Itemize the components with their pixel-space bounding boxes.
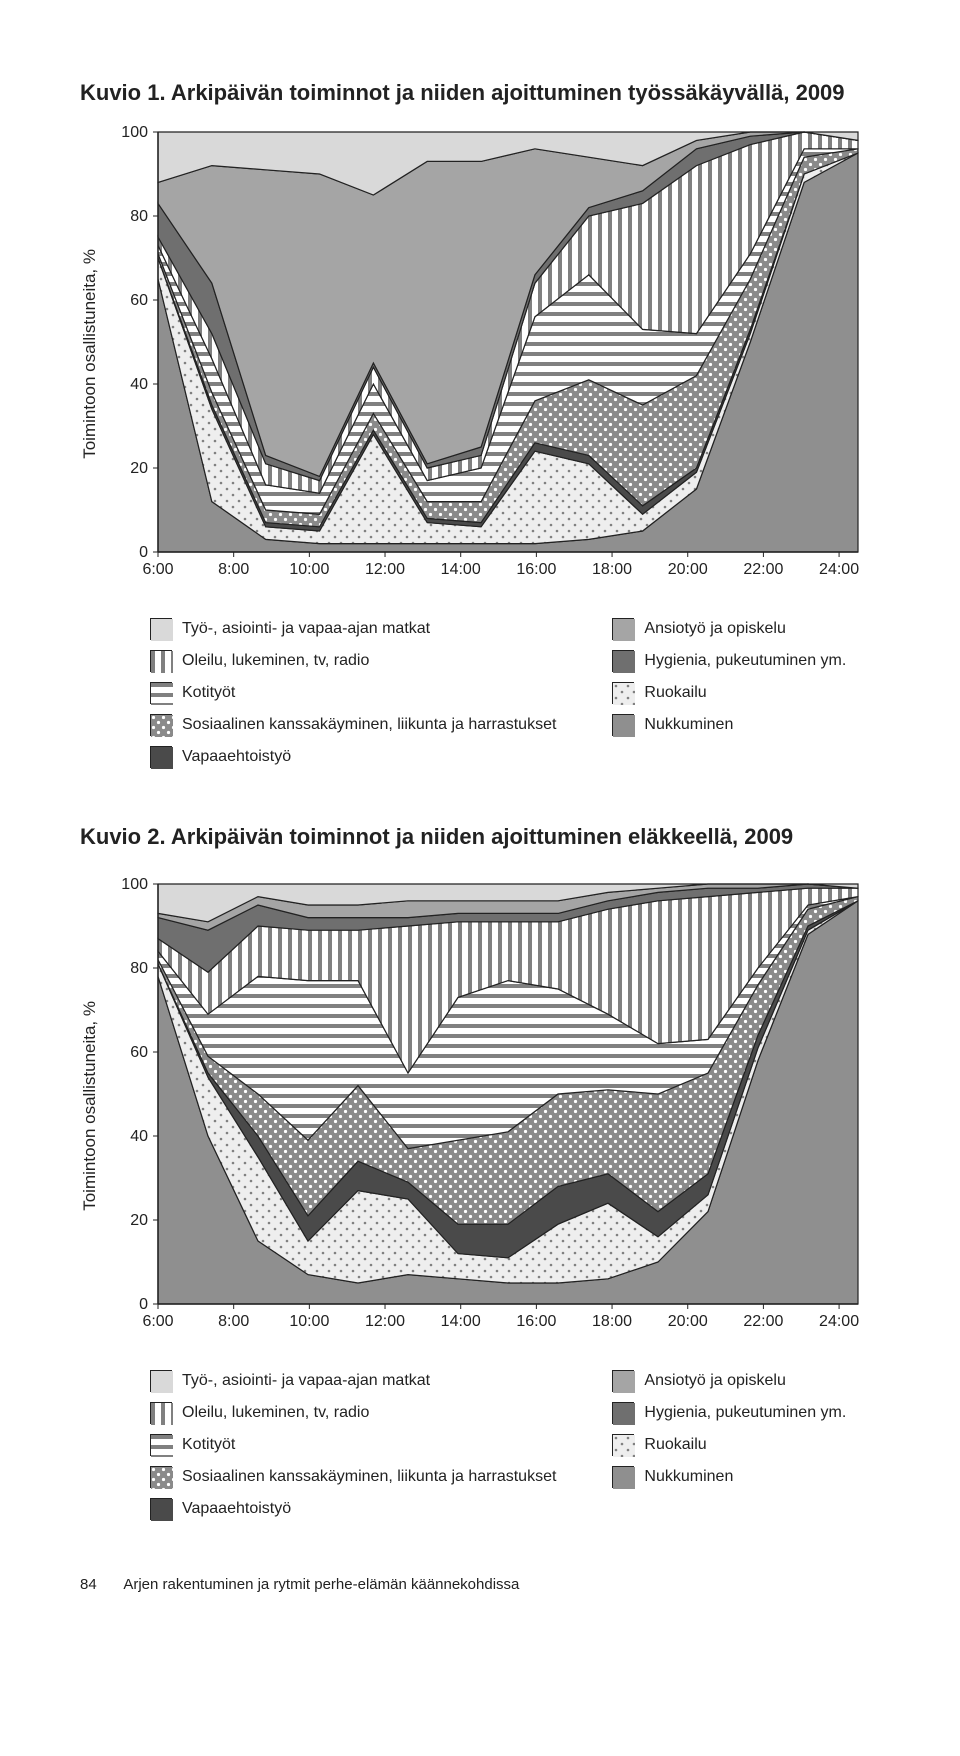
ytick-label: 100 — [121, 124, 148, 141]
chart2: 0 20 40 60 80 100 6:00 8:00 10:00 12:00 14:00 16:00… — [110, 874, 864, 1338]
legend-label: Kotityöt — [182, 684, 235, 702]
legend-swatch-sosiaalinen — [150, 1466, 172, 1488]
xtick-label: 14:00 — [441, 1313, 481, 1330]
legend-item-ruokailu: Ruokailu — [612, 682, 846, 704]
xtick-label: 14:00 — [441, 561, 481, 578]
legend-item-kotityot: Kotityöt — [150, 1434, 556, 1456]
legend-swatch-hygienia — [612, 1402, 634, 1424]
xtick-label: 8:00 — [218, 561, 249, 578]
legend-label: Hygienia, pukeutuminen ym. — [644, 652, 846, 670]
legend-item-kotityot: Kotityöt — [150, 682, 556, 704]
xtick-label: 12:00 — [365, 1313, 405, 1330]
legend-swatch-tyomatkat — [150, 1370, 172, 1392]
legend-swatch-ruokailu — [612, 682, 634, 704]
ytick-label: 60 — [130, 292, 148, 309]
ytick-label: 40 — [130, 376, 148, 393]
legend-item-ansiotyo: Ansiotyö ja opiskelu — [612, 618, 846, 640]
legend-label: Sosiaalinen kanssakäyminen, liikunta ja … — [182, 716, 556, 734]
legend-item-vapaaehtoistyo: Vapaaehtoistyö — [150, 1498, 556, 1520]
legend-item-nukkuminen: Nukkuminen — [612, 1466, 846, 1488]
legend-swatch-vapaaehtoistyo — [150, 1498, 172, 1520]
ytick-label: 20 — [130, 460, 148, 477]
xtick-label: 18:00 — [592, 1313, 632, 1330]
legend-item-oleilu: Oleilu, lukeminen, tv, radio — [150, 650, 556, 672]
footer-text: Arjen rakentuminen ja rytmit perhe-elämä… — [123, 1576, 519, 1593]
ytick-label: 40 — [130, 1128, 148, 1145]
legend-label: Nukkuminen — [644, 716, 733, 734]
legend-item-nukkuminen: Nukkuminen — [612, 714, 846, 736]
chart2-legend: Työ-, asiointi- ja vapaa-ajan matkat Olei… — [150, 1370, 880, 1520]
chart2-wrap: Toimintoon osallistuneita, % 0 20 40 60 80 10… — [80, 874, 880, 1338]
ytick-label: 20 — [130, 1212, 148, 1229]
ytick-label: 100 — [121, 876, 148, 893]
legend-swatch-ansiotyo — [612, 618, 634, 640]
chart1-wrap: Toimintoon osallistuneita, % 0 20 40 60 80 10… — [80, 122, 880, 586]
legend-item-ruokailu: Ruokailu — [612, 1434, 846, 1456]
legend-swatch-oleilu — [150, 650, 172, 672]
legend-label: Ruokailu — [644, 684, 706, 702]
legend-swatch-sosiaalinen — [150, 714, 172, 736]
legend-swatch-kotityot — [150, 682, 172, 704]
legend-label: Ansiotyö ja opiskelu — [644, 1372, 785, 1390]
chart1-ylabel: Toimintoon osallistuneita, % — [80, 249, 100, 459]
xtick-label: 18:00 — [592, 561, 632, 578]
legend-label: Vapaaehtoistyö — [182, 1500, 291, 1518]
legend-label: Hygienia, pukeutuminen ym. — [644, 1404, 846, 1422]
legend-label: Nukkuminen — [644, 1468, 733, 1486]
chart1: 0 20 40 60 80 100 6:00 8:00 10:00 12:00 14:00 16:00… — [110, 122, 864, 586]
xtick-label: 12:00 — [365, 561, 405, 578]
ytick-label: 0 — [139, 544, 148, 561]
xtick-label: 16:00 — [516, 561, 556, 578]
legend-item-vapaaehtoistyo: Vapaaehtoistyö — [150, 746, 556, 768]
xtick-label: 8:00 — [218, 1313, 249, 1330]
legend-item-sosiaalinen: Sosiaalinen kanssakäyminen, liikunta ja … — [150, 714, 556, 736]
legend-swatch-hygienia — [612, 650, 634, 672]
legend-label: Vapaaehtoistyö — [182, 748, 291, 766]
legend-item-hygienia: Hygienia, pukeutuminen ym. — [612, 650, 846, 672]
legend-swatch-tyomatkat — [150, 618, 172, 640]
page-number: 84 — [80, 1576, 120, 1593]
legend-label: Oleilu, lukeminen, tv, radio — [182, 1404, 369, 1422]
legend-item-sosiaalinen: Sosiaalinen kanssakäyminen, liikunta ja … — [150, 1466, 556, 1488]
page-footer: 84 Arjen rakentuminen ja rytmit perhe-el… — [80, 1576, 880, 1593]
ytick-label: 80 — [130, 960, 148, 977]
ytick-label: 60 — [130, 1044, 148, 1061]
legend-item-tyomatkat: Työ-, asiointi- ja vapaa-ajan matkat — [150, 618, 556, 640]
legend-label: Sosiaalinen kanssakäyminen, liikunta ja … — [182, 1468, 556, 1486]
xtick-label: 6:00 — [142, 561, 173, 578]
legend-swatch-kotityot — [150, 1434, 172, 1456]
legend-label: Työ-, asiointi- ja vapaa-ajan matkat — [182, 620, 430, 638]
xtick-label: 20:00 — [668, 1313, 708, 1330]
xtick-label: 10:00 — [289, 1313, 329, 1330]
legend-label: Työ-, asiointi- ja vapaa-ajan matkat — [182, 1372, 430, 1390]
ytick-label: 0 — [139, 1296, 148, 1313]
legend-label: Ruokailu — [644, 1436, 706, 1454]
legend-label: Ansiotyö ja opiskelu — [644, 620, 785, 638]
xtick-label: 24:00 — [819, 561, 859, 578]
legend-item-hygienia: Hygienia, pukeutuminen ym. — [612, 1402, 846, 1424]
xtick-label: 10:00 — [289, 561, 329, 578]
legend-swatch-oleilu — [150, 1402, 172, 1424]
xtick-label: 24:00 — [819, 1313, 859, 1330]
ytick-label: 80 — [130, 208, 148, 225]
legend-label: Kotityöt — [182, 1436, 235, 1454]
legend-item-oleilu: Oleilu, lukeminen, tv, radio — [150, 1402, 556, 1424]
legend-item-ansiotyo: Ansiotyö ja opiskelu — [612, 1370, 846, 1392]
xtick-label: 20:00 — [668, 561, 708, 578]
xtick-label: 16:00 — [516, 1313, 556, 1330]
chart1-title: Kuvio 1. Arkipäivän toiminnot ja niiden … — [80, 80, 880, 106]
legend-swatch-ansiotyo — [612, 1370, 634, 1392]
xtick-label: 22:00 — [743, 1313, 783, 1330]
chart1-legend: Työ-, asiointi- ja vapaa-ajan matkat Olei… — [150, 618, 880, 768]
chart2-ylabel: Toimintoon osallistuneita, % — [80, 1001, 100, 1211]
legend-swatch-nukkuminen — [612, 1466, 634, 1488]
legend-item-tyomatkat: Työ-, asiointi- ja vapaa-ajan matkat — [150, 1370, 556, 1392]
legend-swatch-ruokailu — [612, 1434, 634, 1456]
xtick-label: 6:00 — [142, 1313, 173, 1330]
legend-swatch-vapaaehtoistyo — [150, 746, 172, 768]
legend-label: Oleilu, lukeminen, tv, radio — [182, 652, 369, 670]
chart2-title: Kuvio 2. Arkipäivän toiminnot ja niiden … — [80, 824, 880, 850]
xtick-label: 22:00 — [743, 561, 783, 578]
legend-swatch-nukkuminen — [612, 714, 634, 736]
